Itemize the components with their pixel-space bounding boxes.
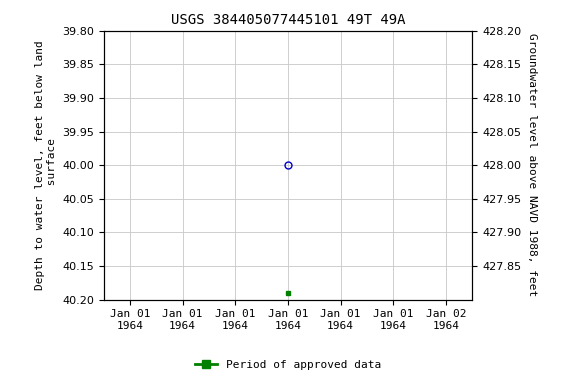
Y-axis label: Depth to water level, feet below land
 surface: Depth to water level, feet below land su… xyxy=(35,40,56,290)
Title: USGS 384405077445101 49T 49A: USGS 384405077445101 49T 49A xyxy=(170,13,406,27)
Legend: Period of approved data: Period of approved data xyxy=(191,356,385,375)
Y-axis label: Groundwater level above NAVD 1988, feet: Groundwater level above NAVD 1988, feet xyxy=(526,33,537,297)
